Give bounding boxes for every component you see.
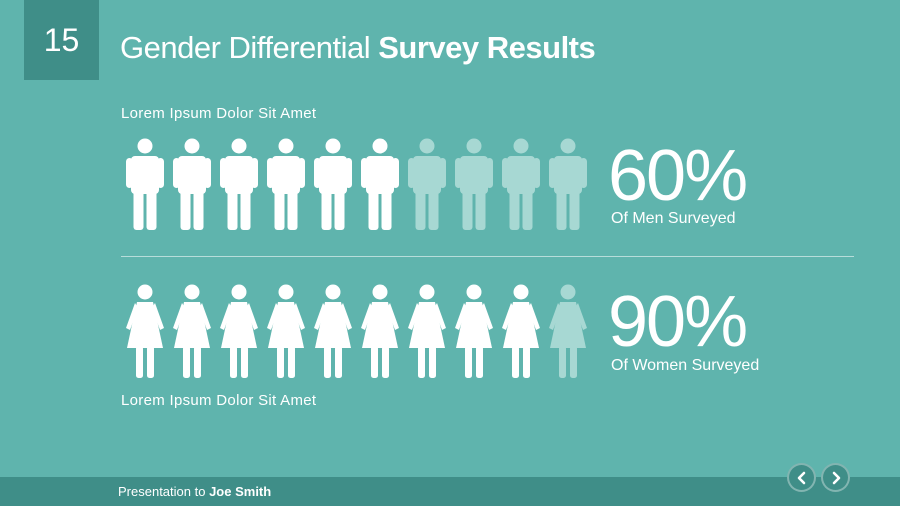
men-icon-row	[121, 138, 591, 230]
woman-figure-filled	[168, 284, 215, 378]
women-caption: Lorem Ipsum Dolor Sit Amet	[121, 392, 317, 409]
man-figure-filled	[356, 138, 403, 230]
man-figure-icon	[360, 138, 399, 230]
man-figure-filled	[262, 138, 309, 230]
woman-figure-filled	[262, 284, 309, 378]
men-percent: 60%	[608, 136, 748, 216]
man-figure-icon	[219, 138, 258, 230]
woman-figure-icon	[501, 284, 540, 378]
prev-slide-button[interactable]	[787, 463, 816, 492]
footer-name: Joe Smith	[209, 484, 272, 499]
woman-figure-icon	[548, 284, 587, 378]
woman-figure-filled	[497, 284, 544, 378]
man-figure-empty	[403, 138, 450, 230]
page-title: Gender Differential Survey Results	[120, 30, 596, 66]
woman-figure-icon	[172, 284, 211, 378]
chevron-left-icon	[797, 471, 805, 484]
man-figure-empty	[497, 138, 544, 230]
slide-number-box: 15	[24, 0, 99, 80]
footer-bar: Presentation to Joe Smith	[0, 477, 900, 506]
man-figure-icon	[125, 138, 164, 230]
woman-figure-icon	[360, 284, 399, 378]
woman-figure-icon	[266, 284, 305, 378]
woman-figure-icon	[125, 284, 164, 378]
women-icon-row	[121, 284, 591, 378]
next-slide-button[interactable]	[821, 463, 850, 492]
woman-figure-empty	[544, 284, 591, 378]
footer-prefix: Presentation to	[118, 484, 206, 499]
man-figure-empty	[544, 138, 591, 230]
woman-figure-icon	[219, 284, 258, 378]
man-figure-icon	[172, 138, 211, 230]
woman-figure-filled	[121, 284, 168, 378]
man-figure-icon	[501, 138, 540, 230]
chevron-right-icon	[832, 471, 840, 484]
men-label: Of Men Surveyed	[611, 210, 736, 227]
footer-text: Presentation to Joe Smith	[118, 484, 271, 499]
woman-figure-filled	[356, 284, 403, 378]
woman-figure-icon	[407, 284, 446, 378]
men-caption: Lorem Ipsum Dolor Sit Amet	[121, 105, 317, 122]
woman-figure-filled	[309, 284, 356, 378]
man-figure-icon	[548, 138, 587, 230]
section-divider	[121, 256, 854, 257]
woman-figure-filled	[450, 284, 497, 378]
man-figure-empty	[450, 138, 497, 230]
slide-number: 15	[43, 21, 80, 58]
man-figure-filled	[168, 138, 215, 230]
woman-figure-filled	[215, 284, 262, 378]
women-percent: 90%	[608, 282, 748, 362]
title-light: Gender Differential	[120, 30, 371, 65]
man-figure-filled	[309, 138, 356, 230]
man-figure-filled	[121, 138, 168, 230]
man-figure-filled	[215, 138, 262, 230]
man-figure-icon	[266, 138, 305, 230]
woman-figure-icon	[313, 284, 352, 378]
woman-figure-filled	[403, 284, 450, 378]
man-figure-icon	[407, 138, 446, 230]
title-bold: Survey Results	[378, 30, 596, 65]
woman-figure-icon	[454, 284, 493, 378]
man-figure-icon	[454, 138, 493, 230]
man-figure-icon	[313, 138, 352, 230]
women-label: Of Women Surveyed	[611, 357, 760, 374]
